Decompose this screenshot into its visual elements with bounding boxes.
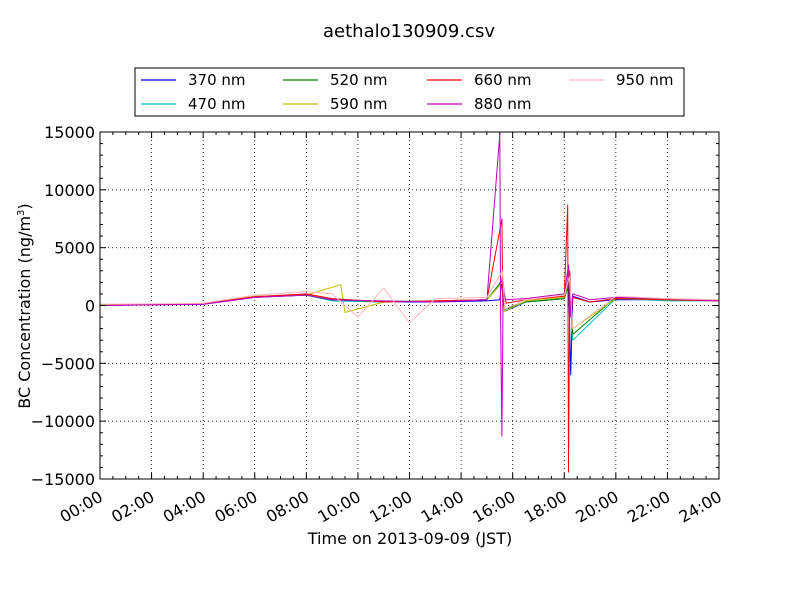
y-tick-label: −15000 <box>31 470 95 489</box>
legend: 370 nm 470 nm 520 nm 590 nm 660 nm 880 nm 950 … <box>135 68 684 116</box>
y-tick-label: 5000 <box>54 239 95 258</box>
legend-label: 470 nm <box>188 95 246 113</box>
y-axis-label-end: ) <box>15 203 34 209</box>
legend-label: 590 nm <box>330 95 388 113</box>
legend-label: 660 nm <box>474 71 532 89</box>
y-axis-label-main: BC Concentration (ng/m <box>15 216 34 409</box>
x-axis-label: Time on 2013-09-09 (JST) <box>307 529 512 548</box>
y-tick-label: −5000 <box>41 354 95 373</box>
chart-title: aethalo130909.csv <box>323 21 495 42</box>
line-chart: aethalo130909.csv 15000 10000 5000 0 −5000 −1… <box>0 0 800 600</box>
legend-label: 370 nm <box>188 71 246 89</box>
y-axis-label: BC Concentration (ng/m3) <box>15 203 34 408</box>
y-tick-label: 0 <box>85 297 95 316</box>
legend-label: 950 nm <box>616 71 674 89</box>
y-tick-label: −10000 <box>31 412 95 431</box>
legend-label: 520 nm <box>330 71 388 89</box>
y-tick-label: 15000 <box>44 123 95 142</box>
y-tick-label: 10000 <box>44 181 95 200</box>
legend-label: 880 nm <box>474 95 532 113</box>
